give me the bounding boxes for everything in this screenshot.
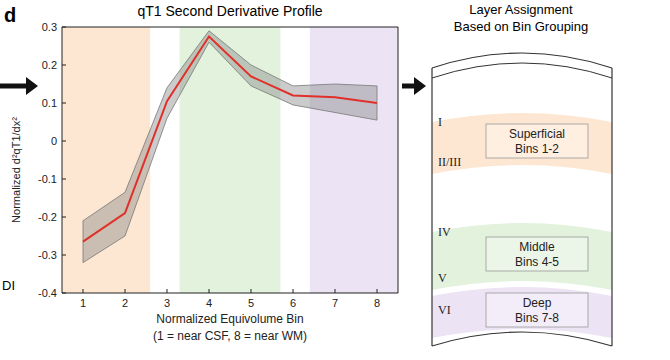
x-axis bbox=[62, 293, 398, 294]
x-tick bbox=[293, 289, 294, 293]
y-tick bbox=[62, 293, 66, 294]
layer-bins: Bins 4-5 bbox=[515, 255, 559, 269]
y-tick bbox=[62, 141, 66, 142]
x-tick bbox=[167, 289, 168, 293]
arrow-head bbox=[26, 77, 38, 95]
frame-right bbox=[398, 27, 399, 293]
panel-label: d bbox=[4, 4, 16, 26]
y-tick-label: -0.3 bbox=[38, 249, 57, 261]
x-tick bbox=[209, 289, 210, 293]
y-tick bbox=[62, 217, 66, 218]
x-tick-label: 7 bbox=[332, 297, 338, 309]
x-axis-title: (1 = near CSF, 8 = near WM) bbox=[153, 329, 307, 343]
layer-roman: I bbox=[438, 115, 442, 129]
region-band bbox=[310, 27, 398, 293]
layer-name: Superficial bbox=[509, 127, 565, 141]
arrow-head bbox=[414, 77, 426, 95]
block-top bbox=[432, 53, 612, 68]
x-tick-label: 8 bbox=[374, 297, 380, 309]
layer-roman: II/III bbox=[438, 155, 461, 169]
error-band bbox=[83, 31, 377, 263]
y-tick bbox=[62, 103, 66, 104]
y-axis-title: Normalized d²qT1/dx² bbox=[10, 117, 22, 223]
layer-bins: Bins 1-2 bbox=[515, 142, 559, 156]
y-tick-label: -0.4 bbox=[38, 287, 57, 299]
x-tick bbox=[251, 289, 252, 293]
layer-roman: VI bbox=[438, 303, 451, 317]
block-top-inner bbox=[432, 63, 612, 78]
y-tick-label: 0.3 bbox=[42, 21, 57, 33]
layer-name: Deep bbox=[523, 296, 552, 310]
x-axis-title: Normalized Equivolume Bin bbox=[156, 312, 303, 326]
frame-top bbox=[62, 27, 398, 28]
x-tick-label: 5 bbox=[248, 297, 254, 309]
fragment-text: DI bbox=[2, 278, 15, 293]
layer-roman: V bbox=[438, 271, 447, 285]
region-band bbox=[62, 27, 150, 293]
label-box bbox=[486, 124, 588, 158]
y-tick-label: 0.2 bbox=[42, 59, 57, 71]
layer-name: Middle bbox=[519, 240, 555, 254]
layer-band bbox=[432, 287, 612, 338]
layer-roman: IV bbox=[438, 225, 451, 239]
layer-group: I II/III SuperficialBins 1-2 bbox=[432, 113, 612, 174]
x-tick-label: 6 bbox=[290, 297, 296, 309]
x-tick bbox=[335, 289, 336, 293]
layer-band bbox=[432, 113, 612, 174]
plot-area bbox=[62, 27, 398, 293]
diagram-title: Based on Bin Grouping bbox=[454, 19, 588, 34]
layer-band bbox=[432, 223, 612, 290]
arrow-shaft bbox=[402, 84, 416, 89]
x-tick-label: 3 bbox=[164, 297, 170, 309]
arrow bbox=[0, 77, 38, 95]
cortex-block: III/IIISuperficialBins 1-2IVVMiddleBins … bbox=[432, 53, 612, 346]
arrow-shaft bbox=[0, 84, 28, 89]
block-bottom bbox=[432, 332, 612, 346]
chart-title: qT1 Second Derivative Profile bbox=[137, 3, 322, 19]
y-tick-label: 0.1 bbox=[42, 97, 57, 109]
y-tick-label: -0.1 bbox=[38, 173, 57, 185]
layer-group: IV V MiddleBins 4-5 bbox=[432, 223, 612, 290]
y-tick bbox=[62, 255, 66, 256]
y-axis bbox=[62, 27, 63, 293]
block-side bbox=[611, 68, 612, 346]
x-tick bbox=[125, 289, 126, 293]
label-box bbox=[486, 237, 588, 271]
figure: d DI qT1 Second Derivative Profile -0.4 -0.3… bbox=[0, 0, 670, 360]
x-tick-label: 1 bbox=[80, 297, 86, 309]
x-tick-label: 4 bbox=[206, 297, 212, 309]
layer-group: VI DeepBins 7-8 bbox=[432, 287, 612, 338]
y-tick bbox=[62, 27, 66, 28]
x-tick-label: 2 bbox=[122, 297, 128, 309]
diagram-title: Layer Assignment bbox=[469, 2, 573, 17]
mean-line bbox=[83, 37, 377, 242]
x-tick bbox=[377, 289, 378, 293]
x-tick bbox=[83, 289, 84, 293]
y-tick-label: -0.2 bbox=[38, 211, 57, 223]
y-tick bbox=[62, 179, 66, 180]
y-tick-label: 0 bbox=[51, 135, 57, 147]
block-side bbox=[431, 68, 432, 346]
y-tick bbox=[62, 65, 66, 66]
label-box bbox=[486, 293, 588, 327]
layer-bins: Bins 7-8 bbox=[515, 311, 559, 325]
arrow bbox=[402, 77, 426, 95]
